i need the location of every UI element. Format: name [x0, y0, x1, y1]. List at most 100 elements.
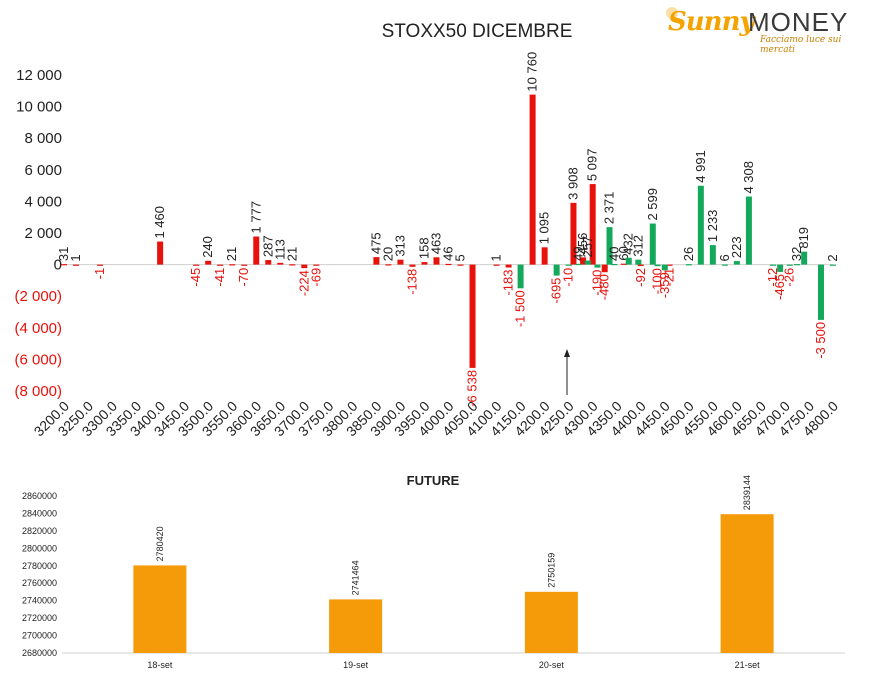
- bar-data-label: 158: [416, 237, 431, 259]
- bar: [625, 257, 632, 265]
- bar: [733, 261, 740, 265]
- bar-data-label: 1 233: [705, 210, 720, 243]
- bar-data-label: -1 500: [513, 290, 528, 327]
- future-y-tick-label: 2780000: [22, 561, 57, 571]
- bar-data-label: 257: [580, 236, 595, 258]
- bar: [397, 259, 404, 265]
- bar: [97, 264, 104, 266]
- bar-data-label: 1: [489, 254, 504, 261]
- bar-data-label: -45: [188, 268, 203, 287]
- bar: [697, 185, 704, 265]
- y-tick-label: 4 000: [24, 193, 62, 210]
- chart-title: STOXX50 DICEMBRE: [382, 21, 573, 42]
- bar: [570, 202, 577, 265]
- bar: [793, 264, 800, 266]
- bar: [649, 223, 656, 265]
- bar-data-label: -695: [549, 278, 564, 304]
- y-tick-label: (6 000): [14, 351, 62, 368]
- bar-data-label: -224: [296, 270, 311, 296]
- bar: [769, 264, 776, 266]
- bar-data-label: -69: [308, 268, 323, 287]
- bar: [661, 264, 668, 271]
- bar: [385, 264, 392, 266]
- bar-data-label: 240: [200, 236, 215, 258]
- y-tick-label: 6 000: [24, 162, 62, 179]
- bar-data-label: 463: [428, 233, 443, 255]
- bar: [721, 264, 728, 266]
- annotation-arrow-head: [564, 349, 570, 357]
- bar-data-label: 3 908: [565, 167, 580, 200]
- bar-data-label: 26: [681, 247, 696, 261]
- bar: [666, 264, 673, 266]
- bar: [457, 264, 464, 266]
- bar-data-label: 21: [224, 247, 239, 261]
- y-tick-label: 2 000: [24, 225, 62, 242]
- bar: [157, 241, 164, 265]
- bar: [205, 260, 212, 265]
- bar: [611, 263, 618, 266]
- bar: [421, 262, 428, 265]
- bar: [313, 264, 320, 266]
- bar-data-label: 312: [630, 235, 645, 257]
- logo-word-money: MONEY: [748, 7, 849, 37]
- bar: [505, 264, 512, 268]
- bar: [589, 184, 596, 265]
- bar-data-label: -138: [404, 269, 419, 295]
- bar: [594, 264, 601, 268]
- bar: [606, 227, 613, 265]
- bar: [601, 264, 608, 273]
- y-tick-label: 12 000: [16, 67, 62, 84]
- bar: [301, 264, 308, 269]
- bar: [584, 260, 591, 265]
- future-bar-label: 2780420: [155, 526, 165, 561]
- bar-data-label: 60: [616, 246, 631, 260]
- bar-data-label: 6: [717, 254, 732, 261]
- bar: [493, 264, 500, 266]
- bar-data-label: -465: [772, 274, 787, 300]
- bar-data-label: 4 308: [741, 161, 756, 194]
- bar: [777, 264, 784, 272]
- bar-data-label: -41: [212, 268, 227, 287]
- bar-data-label: 456: [575, 233, 590, 255]
- bar: [620, 263, 627, 265]
- bar-data-label: 223: [729, 236, 744, 258]
- future-y-tick-label: 2800000: [22, 543, 57, 553]
- bar: [817, 264, 824, 320]
- bar: [445, 263, 452, 266]
- bar-data-label: 40: [606, 246, 621, 260]
- bar-data-label: -3 500: [813, 322, 828, 359]
- bar: [541, 247, 548, 265]
- bar: [786, 264, 793, 266]
- bar-data-label: -190: [589, 270, 604, 296]
- bar-data-label: -1: [92, 268, 107, 280]
- bar: [580, 257, 587, 265]
- bar-data-label: -12: [765, 268, 780, 287]
- bar-data-label: 2: [825, 254, 840, 261]
- bar: [709, 245, 716, 265]
- y-tick-label: 8 000: [24, 130, 62, 147]
- bar: [433, 257, 440, 265]
- y-tick-label: 10 000: [16, 99, 62, 116]
- bar: [265, 260, 272, 265]
- bar: [409, 264, 416, 267]
- bar: [517, 264, 524, 289]
- future-y-tick-label: 2700000: [22, 631, 57, 641]
- y-tick-label: (4 000): [14, 320, 62, 337]
- bar-data-label: -21: [662, 268, 677, 287]
- bar-data-label: -359: [657, 272, 672, 298]
- future-y-tick-label: 2760000: [22, 578, 57, 588]
- bar: [801, 251, 808, 265]
- bar: [685, 264, 692, 266]
- future-y-tick-label: 2860000: [22, 491, 57, 501]
- future-x-tick-label: 19-set: [343, 660, 369, 670]
- bar: [654, 264, 661, 267]
- bar-data-label: 2 371: [602, 192, 617, 225]
- bar-data-label: 819: [796, 227, 811, 249]
- future-x-tick-label: 18-set: [147, 660, 173, 670]
- bar: [253, 236, 260, 265]
- bar-data-label: 46: [441, 246, 456, 260]
- sunny-money-logo: Sunny MONEY Facciamo luce sui mercati: [666, 5, 868, 55]
- bar-data-label: -26: [782, 268, 797, 287]
- future-y-tick-label: 2740000: [22, 596, 57, 606]
